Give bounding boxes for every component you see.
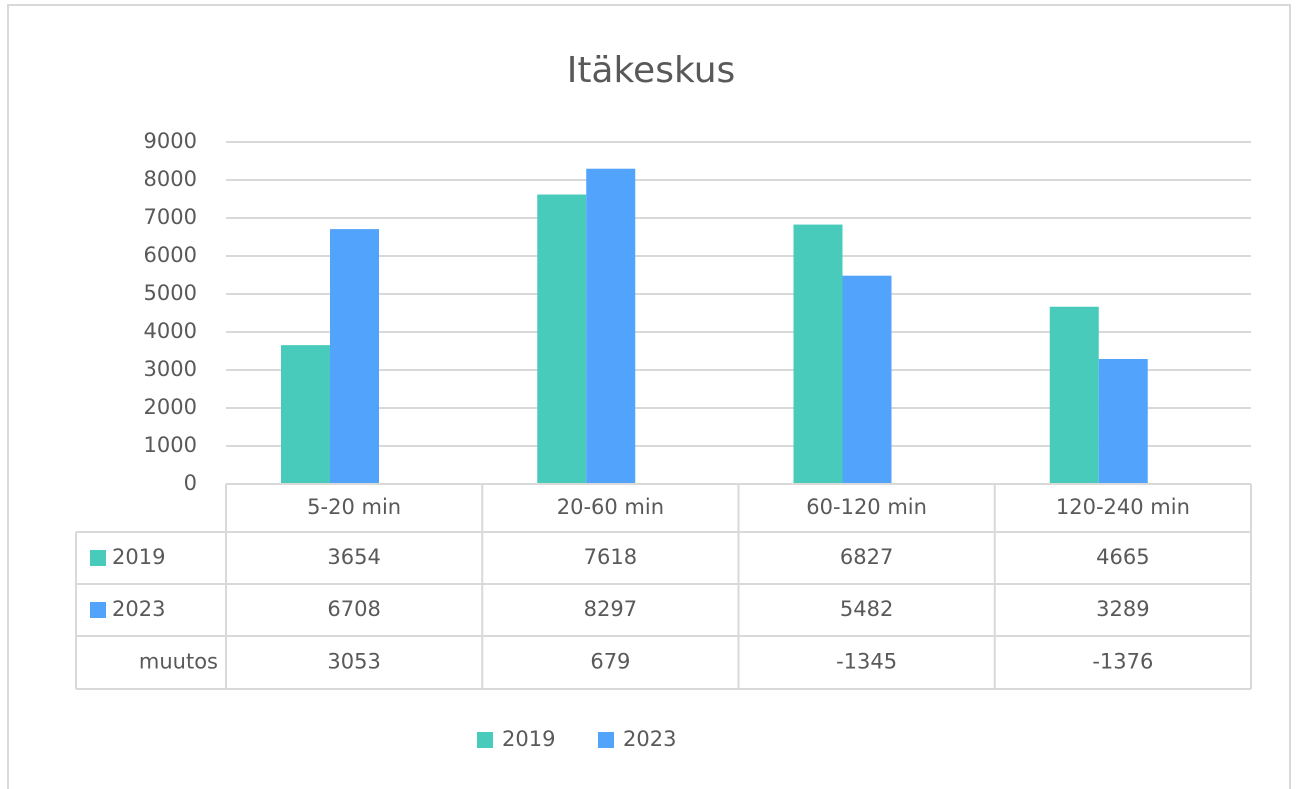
table-cell: 7618	[584, 545, 637, 569]
legend-label: 2019	[502, 727, 555, 751]
chart-title: Itäkeskus	[567, 50, 736, 91]
table-cell: 3053	[327, 650, 380, 674]
table-cell: 4665	[1096, 545, 1149, 569]
bar	[586, 168, 636, 485]
table-cell: 3289	[1096, 597, 1149, 621]
y-tick-label: 3000	[144, 357, 197, 381]
x-tick-label: 20-60 min	[557, 495, 664, 519]
y-tick-label: 1000	[144, 433, 197, 457]
table-cell: -1376	[1092, 650, 1153, 674]
y-tick-label: 5000	[144, 281, 197, 305]
bar	[330, 229, 379, 484]
row-label: 2023	[112, 597, 165, 621]
bar	[281, 345, 330, 484]
table-cell: 679	[590, 650, 630, 674]
legend-key	[90, 602, 106, 618]
row-label: 2019	[112, 545, 165, 569]
legend-key	[598, 732, 614, 748]
y-tick-label: 9000	[144, 129, 197, 153]
bar	[537, 194, 587, 485]
x-tick-label: 5-20 min	[307, 495, 401, 519]
table-cell: 6708	[327, 597, 380, 621]
y-tick-label: 6000	[144, 243, 197, 267]
table-cell: -1345	[836, 650, 897, 674]
table-cell: 5482	[840, 597, 893, 621]
table-cell: 6827	[840, 545, 893, 569]
table-cell: 3654	[327, 545, 380, 569]
row-label: muutos	[139, 650, 218, 674]
y-tick-label: 7000	[144, 205, 197, 229]
bar	[1098, 359, 1148, 484]
y-tick-label: 8000	[144, 167, 197, 191]
x-tick-label: 120-240 min	[1056, 495, 1190, 519]
legend-key	[477, 732, 493, 748]
y-tick-label: 0	[184, 471, 197, 495]
bar	[1049, 306, 1099, 484]
table-cell: 8297	[584, 597, 637, 621]
bar	[842, 275, 892, 484]
y-tick-label: 4000	[144, 319, 197, 343]
legend-label: 2023	[623, 727, 676, 751]
bar	[793, 224, 843, 484]
legend-key	[90, 550, 106, 566]
y-tick-label: 2000	[144, 395, 197, 419]
x-tick-label: 60-120 min	[806, 495, 927, 519]
